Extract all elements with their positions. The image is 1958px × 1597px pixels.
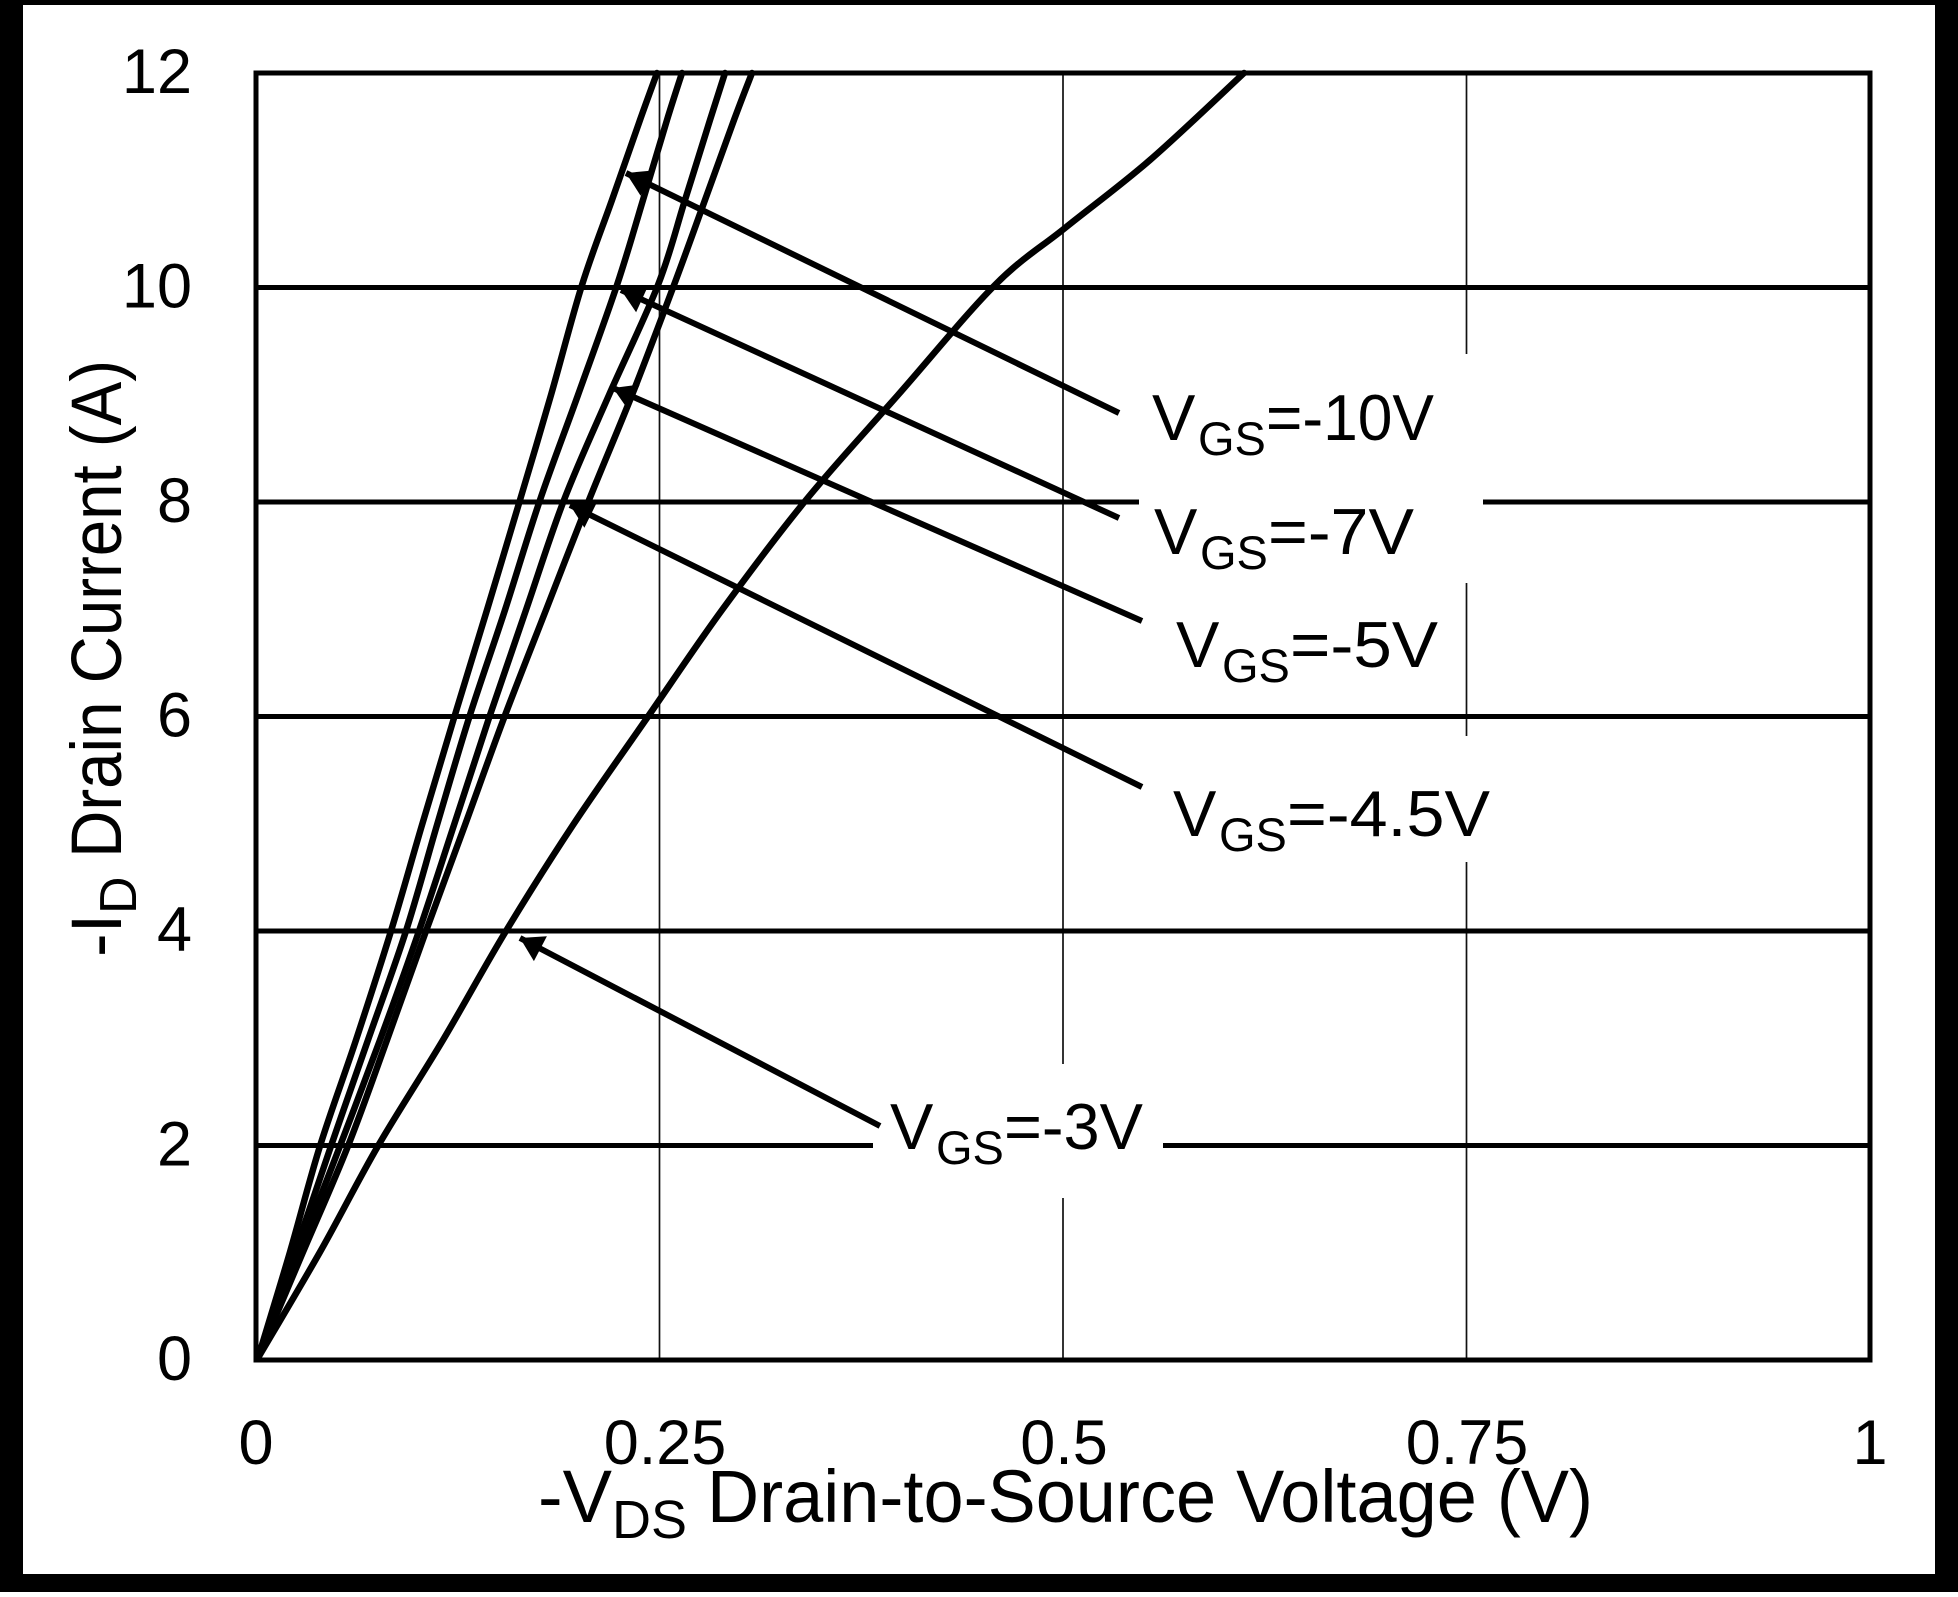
svg-text:0.75: 0.75 xyxy=(1406,1408,1529,1478)
svg-text:V: V xyxy=(1152,381,1196,454)
svg-text:2: 2 xyxy=(157,1110,192,1180)
svg-text:V: V xyxy=(890,1090,934,1163)
svg-text:0: 0 xyxy=(157,1324,192,1394)
svg-text:1: 1 xyxy=(1852,1408,1887,1478)
svg-text:-V: -V xyxy=(538,1455,613,1538)
svg-text:GS: GS xyxy=(1222,639,1290,692)
svg-text:10: 10 xyxy=(122,252,192,322)
svg-text:=-4.5V: =-4.5V xyxy=(1287,777,1491,850)
svg-text:=-3V: =-3V xyxy=(1004,1090,1144,1163)
svg-text:Drain-to-Source Voltage (V): Drain-to-Source Voltage (V) xyxy=(687,1455,1593,1538)
svg-text:4: 4 xyxy=(157,895,192,965)
svg-text:6: 6 xyxy=(157,681,192,751)
svg-text:GS: GS xyxy=(1219,808,1287,861)
svg-text:0.5: 0.5 xyxy=(1020,1408,1108,1478)
svg-text:Drain Current (A): Drain Current (A) xyxy=(58,360,137,876)
svg-text:V: V xyxy=(1176,608,1220,681)
svg-text:12: 12 xyxy=(122,37,192,107)
svg-text:GS: GS xyxy=(936,1121,1004,1174)
svg-text:D: D xyxy=(90,876,148,914)
svg-text:0: 0 xyxy=(238,1408,273,1478)
svg-text:V: V xyxy=(1173,777,1217,850)
svg-text:V: V xyxy=(1154,495,1198,568)
svg-text:=-10V: =-10V xyxy=(1266,381,1435,454)
svg-text:=-7V: =-7V xyxy=(1268,495,1415,568)
svg-text:-I: -I xyxy=(58,914,137,957)
svg-text:8: 8 xyxy=(157,466,192,536)
svg-text:GS: GS xyxy=(1200,526,1268,579)
svg-text:GS: GS xyxy=(1198,412,1266,465)
svg-text:0.25: 0.25 xyxy=(604,1408,727,1478)
svg-text:=-5V: =-5V xyxy=(1290,608,1439,681)
svg-text:DS: DS xyxy=(612,1490,687,1550)
